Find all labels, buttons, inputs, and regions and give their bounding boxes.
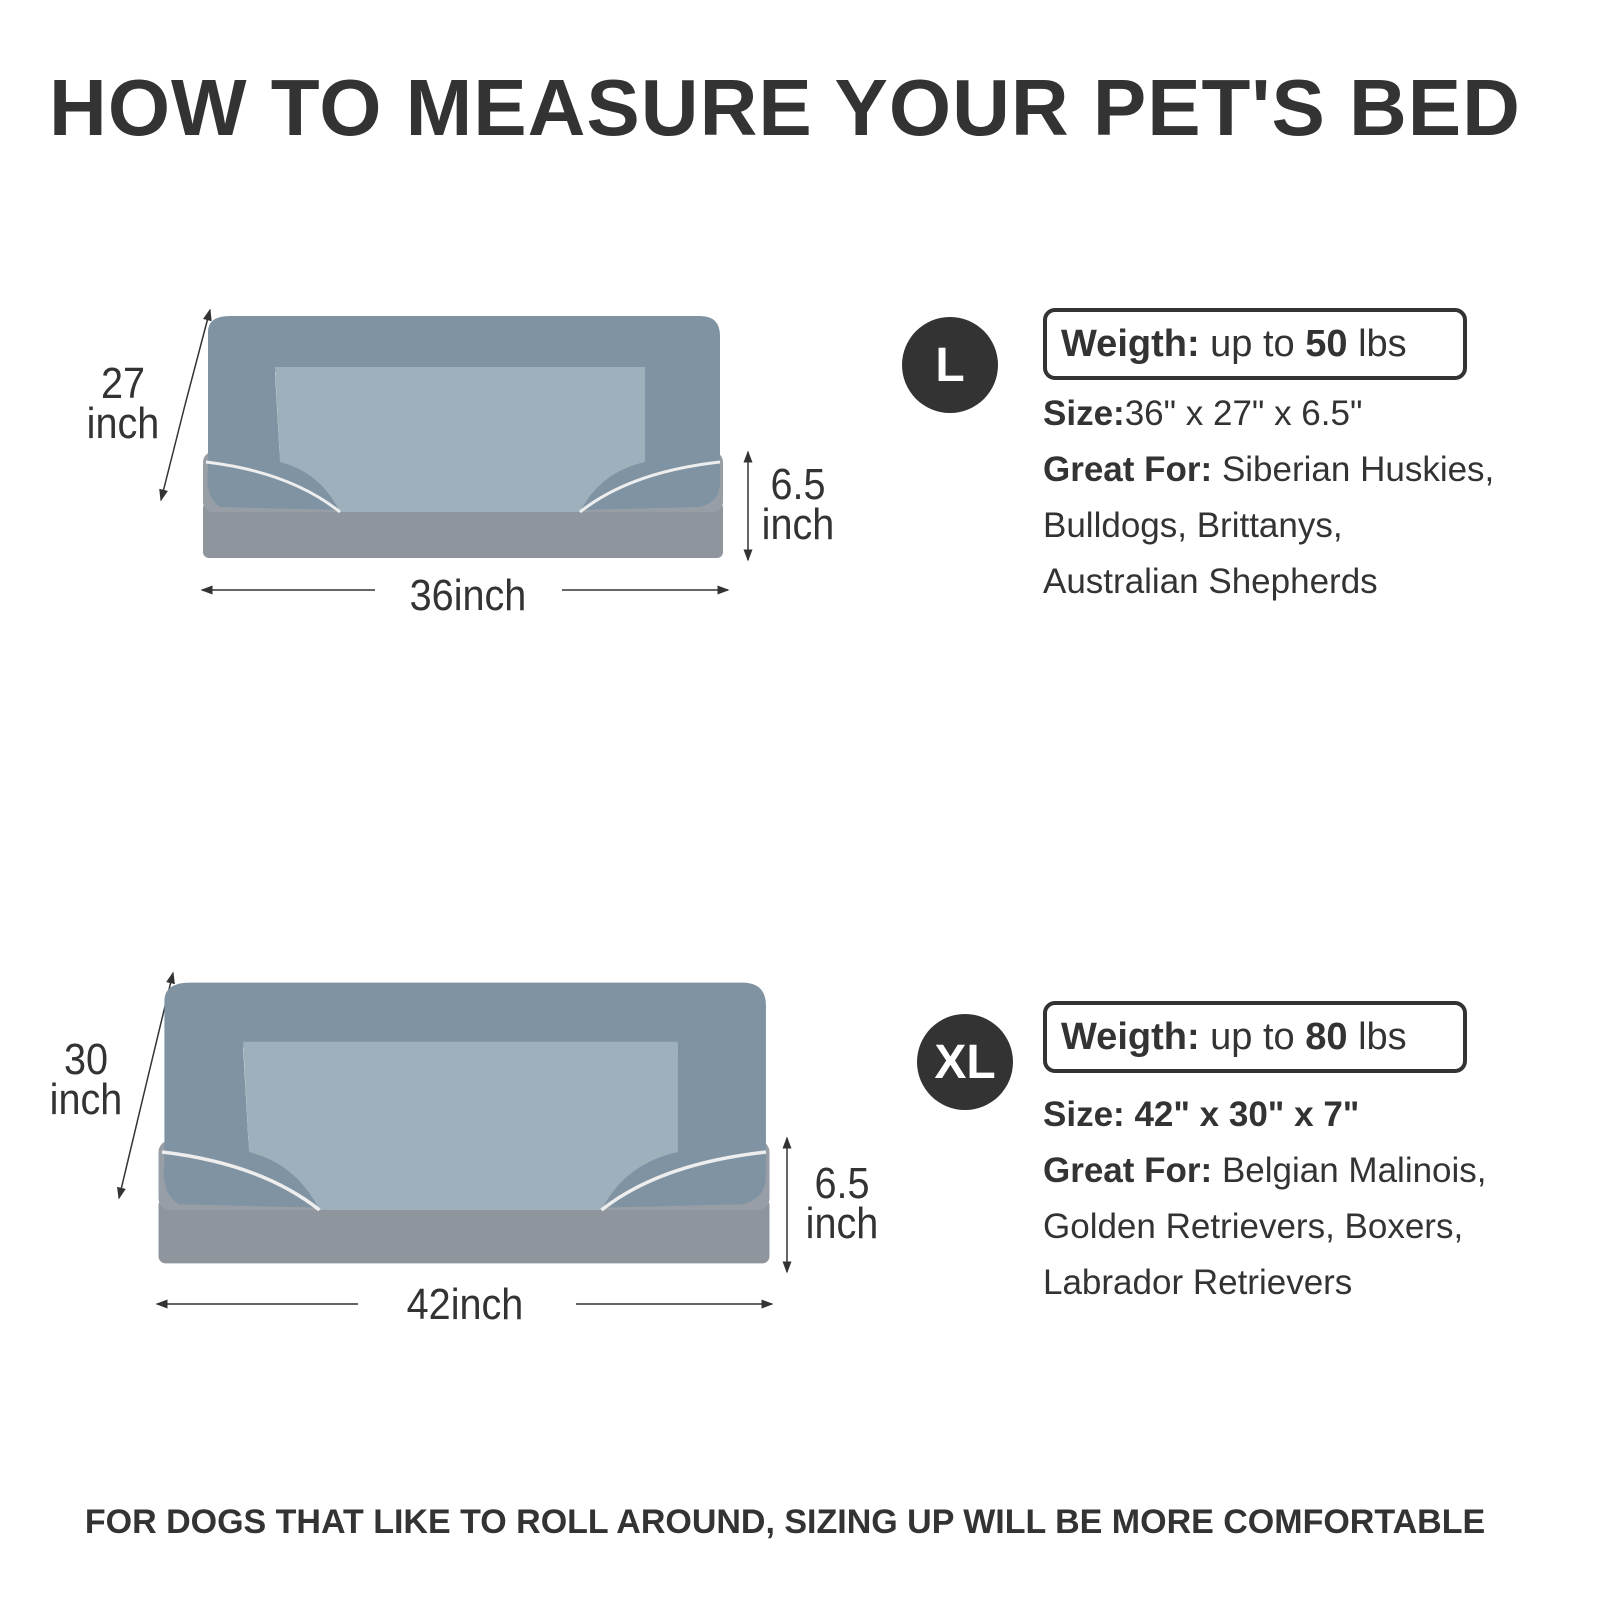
- weight-label: Weigth:: [1061, 322, 1200, 365]
- width-label-xl: 42inch: [406, 1280, 524, 1329]
- great-for-line: Labrador Retrievers: [1043, 1263, 1353, 1302]
- height-label-l: 6.5 inch: [755, 460, 841, 549]
- great-for-line: Belgian Malinois,: [1221, 1151, 1487, 1190]
- size-badge-l: L: [902, 317, 998, 413]
- height-value: 6.5: [770, 460, 826, 509]
- height-value: 6.5: [814, 1159, 870, 1208]
- size-badge-xl: XL: [917, 1014, 1013, 1110]
- depth-arrow-l: [184, 308, 212, 406]
- weight-prefix: up to: [1210, 322, 1295, 365]
- weight-label: Weigth:: [1061, 1015, 1200, 1058]
- weight-unit: lbs: [1358, 1015, 1407, 1058]
- depth-label-l: 27 inch: [83, 359, 164, 448]
- weight-prefix: up to: [1210, 1015, 1295, 1058]
- great-for-line: Siberian Huskies,: [1221, 450, 1495, 489]
- weight-value: 50: [1305, 322, 1348, 365]
- width-label-l: 36inch: [409, 571, 527, 620]
- depth-value: 30: [63, 1035, 109, 1084]
- weight-box-xl: Weigth: up to 80 lbs: [1043, 1001, 1467, 1073]
- height-unit: inch: [805, 1199, 879, 1248]
- depth-arrow-l-b: [159, 404, 186, 502]
- great-for-line: Bulldogs, Brittanys,: [1043, 506, 1343, 545]
- great-for-label: Great For:: [1043, 1151, 1213, 1190]
- size-label: Size:: [1043, 1095, 1125, 1134]
- info-l: Size:36" x 27" x 6.5" Great For: Siberia…: [1043, 386, 1494, 610]
- bed-image-xl: [158, 982, 770, 1264]
- great-for-line: Golden Retrievers, Boxers,: [1043, 1207, 1464, 1246]
- size-label: Size:: [1043, 394, 1125, 433]
- size-value: 42" x 30" x 7": [1134, 1095, 1360, 1134]
- weight-unit: lbs: [1358, 322, 1407, 365]
- bed-image-l: [203, 316, 723, 558]
- great-for-line: Australian Shepherds: [1043, 562, 1378, 601]
- page-title: HOW TO MEASURE YOUR PET'S BED: [49, 63, 1521, 152]
- great-for-label: Great For:: [1043, 450, 1213, 489]
- footer-note: FOR DOGS THAT LIKE TO ROLL AROUND, SIZIN…: [84, 1503, 1486, 1541]
- weight-box-l: Weigth: up to 50 lbs: [1043, 308, 1467, 380]
- weight-value: 80: [1305, 1015, 1348, 1058]
- depth-unit: inch: [49, 1075, 123, 1124]
- size-value: 36" x 27" x 6.5": [1124, 394, 1363, 433]
- info-xl: Size: 42" x 30" x 7" Great For: Belgian …: [1043, 1087, 1487, 1311]
- depth-unit: inch: [86, 399, 160, 448]
- depth-label-xl: 30 inch: [46, 1035, 127, 1124]
- height-unit: inch: [761, 500, 835, 549]
- height-label-xl: 6.5 inch: [799, 1159, 885, 1248]
- depth-value: 27: [100, 359, 146, 408]
